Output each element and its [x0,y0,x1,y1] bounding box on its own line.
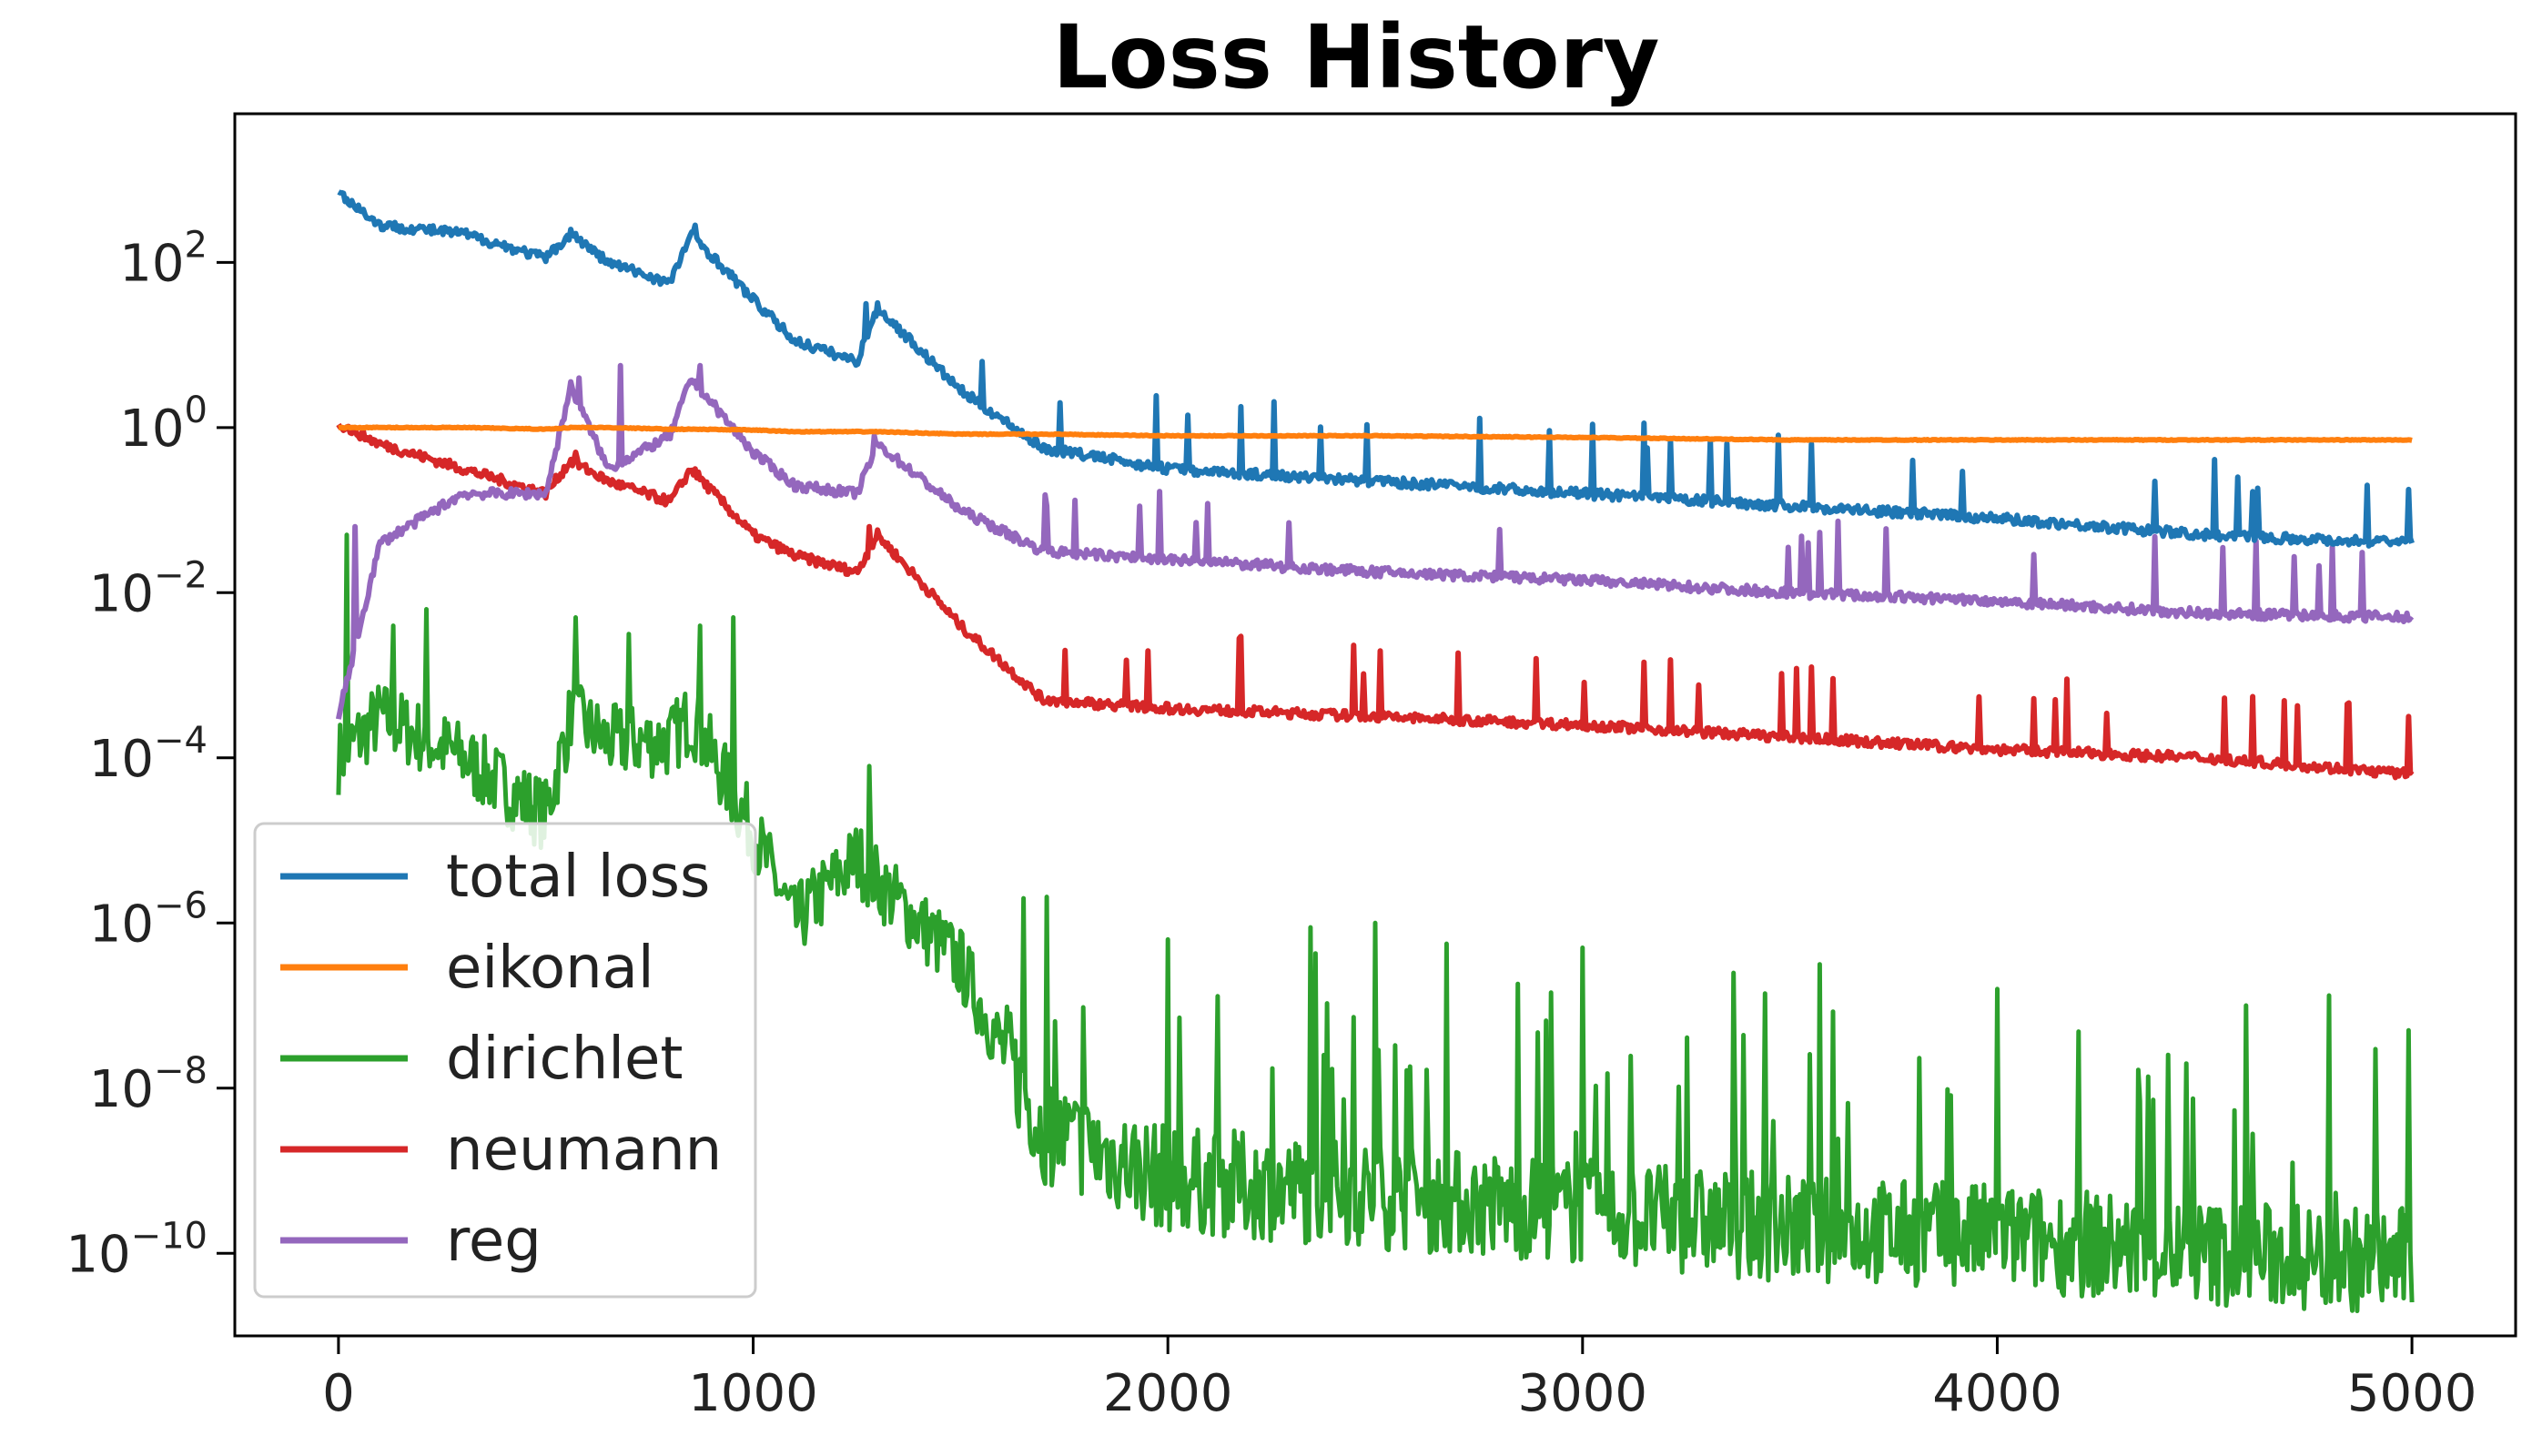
series-line-neumann [336,422,2415,781]
legend: total loss eikonal dirichlet neumann reg [253,822,757,1299]
legend-label-eikonal: eikonal [446,935,654,1002]
y-tick-label: 10−10 [66,1215,208,1284]
y-tick-label: 100 [119,389,208,459]
legend-label-total-loss: total loss [446,844,710,911]
series-line-dirichlet [336,532,2415,1314]
series-line-total-loss [337,189,2415,549]
plot-frame [233,112,2517,1338]
legend-label-reg: reg [446,1208,542,1275]
legend-label-neumann: neumann [446,1117,722,1184]
y-tick-label: 10−4 [89,720,208,789]
chart-title: Loss History [1053,6,1660,108]
legend-label-dirichlet: dirichlet [446,1026,684,1093]
series-line-eikonal [337,424,2414,443]
y-tick-label: 102 [119,224,208,293]
y-tick-label: 10−2 [89,554,208,623]
x-tick-label: 5000 [2347,1364,2477,1423]
x-tick-label: 3000 [1518,1364,1648,1423]
x-tick-label: 4000 [1932,1364,2062,1423]
series-line-reg [335,362,2415,720]
y-tick-label: 10−6 [89,885,208,954]
legend-box [253,822,757,1299]
x-tick-label: 1000 [688,1364,818,1423]
y-axis: 102 100 10−2 10−4 10−6 10−8 10−10 [66,224,235,1284]
series-layer [335,189,2415,1314]
y-tick-label: 10−8 [89,1050,208,1119]
x-axis: 0 1000 2000 3000 4000 5000 [322,1336,2476,1423]
x-tick-label: 2000 [1103,1364,1233,1423]
x-tick-label: 0 [322,1364,355,1423]
